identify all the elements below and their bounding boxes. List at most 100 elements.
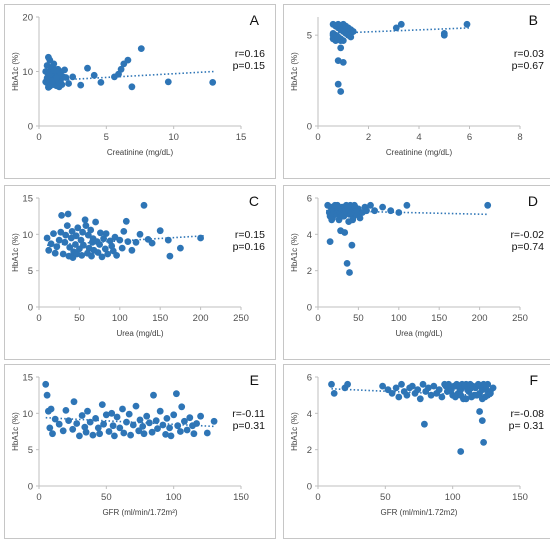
data-point xyxy=(170,411,178,419)
data-point xyxy=(403,391,411,399)
data-point xyxy=(66,244,74,251)
data-point xyxy=(150,391,157,399)
data-point xyxy=(96,430,103,438)
data-point xyxy=(64,210,72,218)
data-point xyxy=(210,417,218,425)
data-point xyxy=(203,429,211,437)
trend-line xyxy=(47,234,205,247)
data-point xyxy=(109,422,117,430)
data-point xyxy=(334,80,342,88)
y-axis-label: HbA1c (%) xyxy=(11,52,20,91)
data-point xyxy=(49,430,56,438)
x-tick-label: 150 xyxy=(431,313,447,324)
data-point xyxy=(57,228,65,236)
data-point xyxy=(101,245,109,253)
data-point xyxy=(344,380,351,388)
data-point xyxy=(98,253,106,261)
data-point xyxy=(139,423,147,430)
data-point xyxy=(351,201,358,209)
y-axis-label: HbA1c (%) xyxy=(290,412,299,451)
data-point xyxy=(43,391,51,399)
data-point xyxy=(128,83,136,91)
data-point xyxy=(371,207,378,215)
y-tick-label: 15 xyxy=(22,373,33,384)
data-point xyxy=(484,201,492,209)
correlation-r: r=-0.11 xyxy=(232,408,265,420)
data-point xyxy=(55,236,63,244)
data-point xyxy=(183,426,191,434)
data-point xyxy=(166,424,174,432)
data-point xyxy=(72,232,80,240)
data-point xyxy=(113,413,121,421)
data-point xyxy=(339,37,347,44)
data-point xyxy=(61,66,68,74)
data-point xyxy=(379,203,386,211)
data-point xyxy=(84,64,91,72)
data-point xyxy=(163,415,171,422)
data-point xyxy=(50,67,58,74)
data-point xyxy=(92,218,99,226)
p-value: p=0.74 xyxy=(512,241,545,253)
data-point xyxy=(42,380,50,388)
data-point xyxy=(177,244,184,252)
data-point xyxy=(45,246,53,254)
panel-letter: E xyxy=(250,372,259,388)
data-point xyxy=(398,380,405,388)
trend-line xyxy=(330,27,470,35)
data-point xyxy=(334,57,342,64)
data-point xyxy=(104,250,112,258)
x-tick-label: 100 xyxy=(391,313,407,324)
data-point xyxy=(97,229,104,237)
data-point xyxy=(102,230,110,237)
x-axis-label: Creatinine (mg/dL) xyxy=(107,148,174,157)
data-point xyxy=(414,386,422,394)
p-value: p=0.31 xyxy=(233,420,266,432)
data-point xyxy=(73,420,81,427)
data-point xyxy=(463,20,471,28)
data-point xyxy=(55,83,63,91)
data-point xyxy=(425,384,432,392)
data-point xyxy=(421,420,428,428)
data-point xyxy=(356,214,364,222)
x-tick-label: 0 xyxy=(36,492,41,503)
x-axis-label: Urea (mg/dL) xyxy=(395,329,442,338)
data-point xyxy=(117,65,125,73)
data-point xyxy=(68,228,76,235)
data-point xyxy=(403,201,411,209)
y-tick-label: 2 xyxy=(307,266,312,277)
x-tick-label: 150 xyxy=(233,492,249,503)
data-point xyxy=(90,71,98,79)
y-tick-label: 2 xyxy=(307,445,312,456)
data-point xyxy=(337,44,345,52)
data-point xyxy=(480,439,487,446)
data-point xyxy=(452,393,459,401)
data-point xyxy=(84,231,92,239)
data-point xyxy=(148,428,156,436)
data-point xyxy=(113,252,120,259)
data-point xyxy=(476,408,483,415)
data-point xyxy=(50,230,57,237)
data-point xyxy=(94,424,102,432)
data-point xyxy=(419,380,427,388)
data-point xyxy=(63,222,71,229)
x-axis-label: Urea (mg/dL) xyxy=(116,329,163,338)
data-point xyxy=(174,422,182,430)
y-tick-label: 0 xyxy=(307,122,312,133)
data-point xyxy=(338,212,345,220)
data-point xyxy=(76,432,83,440)
data-point xyxy=(78,252,86,259)
data-point xyxy=(334,205,342,213)
data-point xyxy=(136,230,144,238)
data-point xyxy=(96,241,103,248)
y-axis-label: HbA1c (%) xyxy=(11,233,20,272)
x-tick-label: 50 xyxy=(101,492,112,503)
data-point xyxy=(162,431,170,438)
data-point xyxy=(190,430,198,438)
data-point xyxy=(78,412,86,419)
data-point xyxy=(148,239,156,247)
data-point xyxy=(137,45,145,52)
data-point xyxy=(58,212,65,219)
chart-svg: 0 5 10 15 0 10 20 Creatinine (mg/dL) HbA1c (%) Ar… xyxy=(11,12,265,157)
x-tick-label: 50 xyxy=(353,313,364,324)
